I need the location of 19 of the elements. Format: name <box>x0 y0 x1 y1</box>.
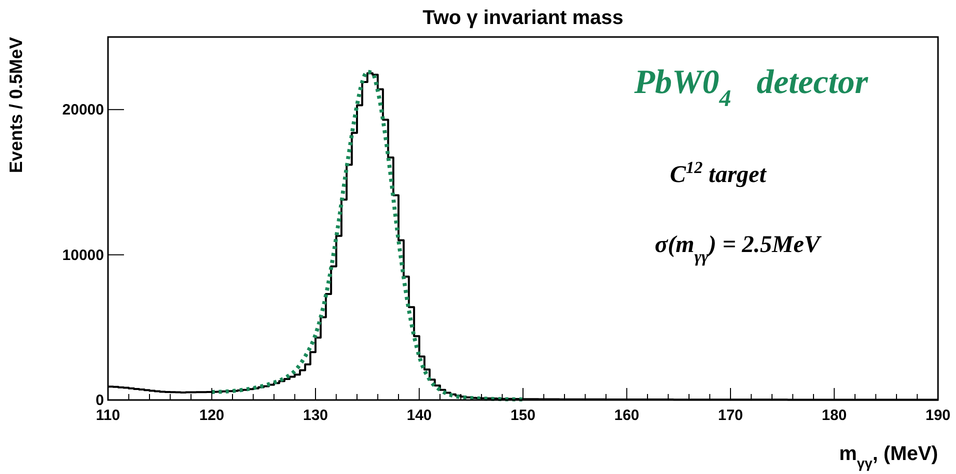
line-series <box>210 70 525 402</box>
x-tick-label: 130 <box>302 407 328 424</box>
x-tick-label: 180 <box>822 407 847 424</box>
y-axis-title: Events / 0.5MeV <box>6 37 26 174</box>
y-tick-label: 20000 <box>62 102 104 119</box>
x-tick-label: 120 <box>199 407 224 424</box>
x-tick-label: 140 <box>406 407 432 424</box>
x-tick-label: 110 <box>96 407 120 424</box>
x-tick-label: 170 <box>718 407 744 424</box>
annotation: C$^{12}$ target <box>670 158 768 188</box>
x-tick-label: 190 <box>925 407 951 424</box>
x-tick-label: 150 <box>510 407 536 424</box>
chart-title: Two γ invariant mass <box>422 7 624 29</box>
y-tick-label: 0 <box>96 392 104 409</box>
annotation: σ(m$_{γγ}$) = 2.5MeV <box>654 232 822 266</box>
x-axis-title: m$_{γγ}$, (MeV) <box>839 443 938 471</box>
x-tick-label: 160 <box>614 407 640 424</box>
y-tick-label: 10000 <box>62 246 104 264</box>
annotation: PbW0$_{4}$ detector <box>633 64 869 112</box>
